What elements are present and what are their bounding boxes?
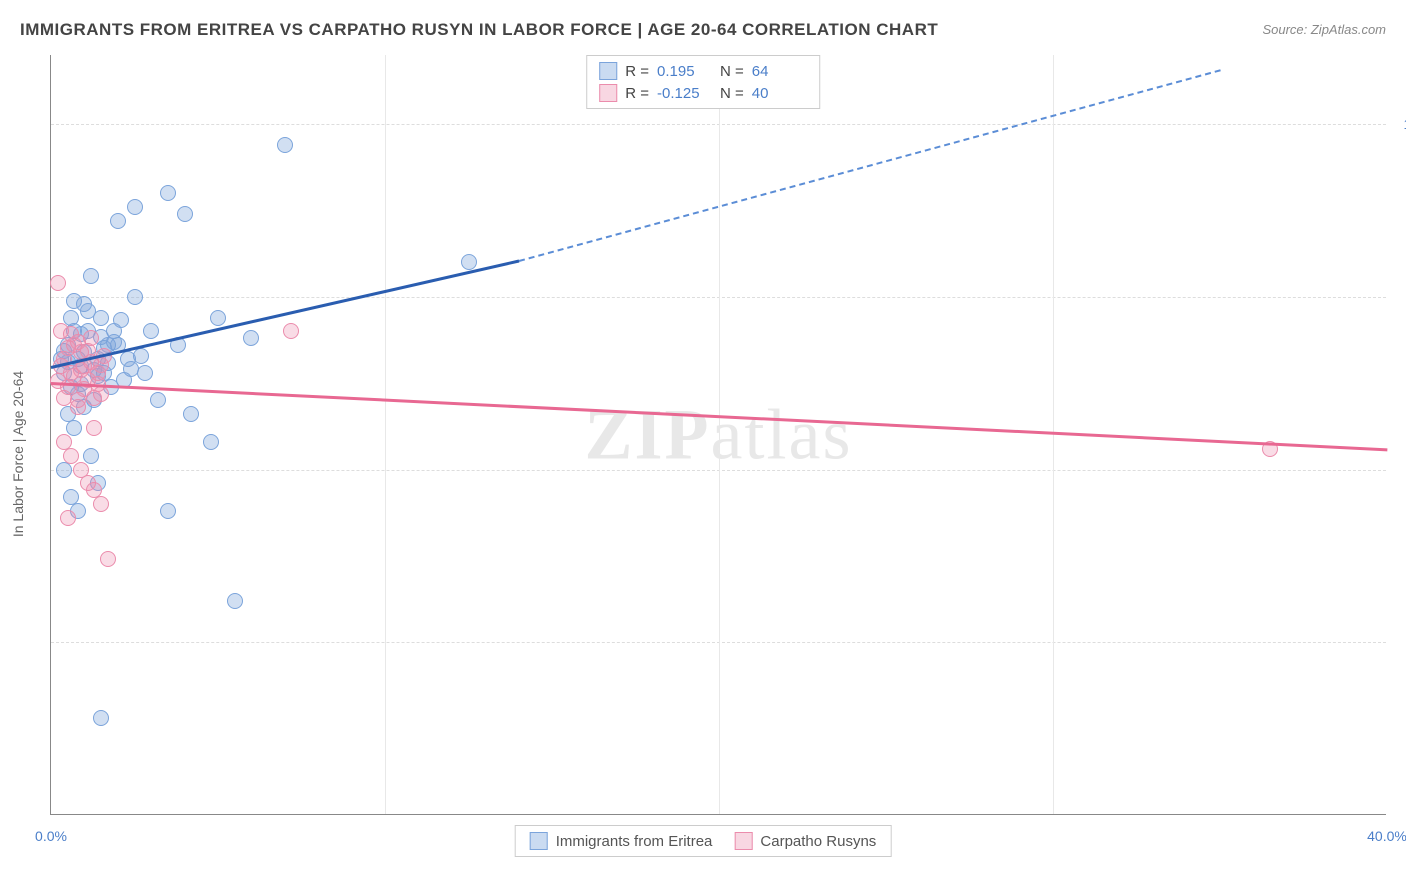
swatch-icon xyxy=(599,62,617,80)
data-point xyxy=(93,496,109,512)
series-legend: Immigrants from Eritrea Carpatho Rusyns xyxy=(515,825,892,857)
watermark-bold: ZIP xyxy=(585,394,711,474)
x-tick-label: 0.0% xyxy=(35,828,67,844)
data-point xyxy=(110,213,126,229)
gridline-v xyxy=(385,55,386,814)
data-point xyxy=(123,361,139,377)
r-value-2: -0.125 xyxy=(657,85,712,102)
data-point xyxy=(227,593,243,609)
plot-area: ZIPatlas 62.5%75.0%87.5%100.0%0.0%40.0% xyxy=(50,55,1386,815)
y-tick-label: 87.5% xyxy=(1396,289,1406,305)
legend-label-2: Carpatho Rusyns xyxy=(760,833,876,850)
swatch-icon xyxy=(734,832,752,850)
data-point xyxy=(461,254,477,270)
data-point xyxy=(283,323,299,339)
data-point xyxy=(70,399,86,415)
data-point xyxy=(160,185,176,201)
data-point xyxy=(50,275,66,291)
correlation-legend: R = 0.195 N = 64 R = -0.125 N = 40 xyxy=(586,55,820,109)
chart-title: IMMIGRANTS FROM ERITREA VS CARPATHO RUSY… xyxy=(20,20,938,40)
y-tick-label: 75.0% xyxy=(1396,462,1406,478)
data-point xyxy=(83,268,99,284)
data-point xyxy=(93,710,109,726)
data-point xyxy=(150,392,166,408)
data-point xyxy=(177,206,193,222)
n-label: N = xyxy=(720,63,744,80)
r-label: R = xyxy=(625,85,649,102)
data-point xyxy=(80,303,96,319)
r-value-1: 0.195 xyxy=(657,63,712,80)
swatch-icon xyxy=(599,84,617,102)
legend-item-2: Carpatho Rusyns xyxy=(734,832,876,850)
n-value-2: 40 xyxy=(752,85,807,102)
y-tick-label: 100.0% xyxy=(1396,116,1406,132)
data-point xyxy=(277,137,293,153)
data-point xyxy=(183,406,199,422)
source-attribution: Source: ZipAtlas.com xyxy=(1262,22,1386,37)
data-point xyxy=(160,503,176,519)
swatch-icon xyxy=(530,832,548,850)
data-point xyxy=(83,448,99,464)
data-point xyxy=(73,362,89,378)
n-value-1: 64 xyxy=(752,63,807,80)
legend-row-series2: R = -0.125 N = 40 xyxy=(599,82,807,104)
gridline-v xyxy=(719,55,720,814)
data-point xyxy=(243,330,259,346)
watermark-light: atlas xyxy=(711,394,853,474)
data-point xyxy=(113,312,129,328)
data-point xyxy=(63,310,79,326)
data-point xyxy=(66,420,82,436)
data-point xyxy=(56,462,72,478)
y-axis-label: In Labor Force | Age 20-64 xyxy=(10,371,26,537)
data-point xyxy=(127,199,143,215)
r-label: R = xyxy=(625,63,649,80)
legend-row-series1: R = 0.195 N = 64 xyxy=(599,60,807,82)
data-point xyxy=(86,420,102,436)
data-point xyxy=(86,390,102,406)
data-point xyxy=(210,310,226,326)
x-tick-label: 40.0% xyxy=(1367,828,1406,844)
data-point xyxy=(60,510,76,526)
n-label: N = xyxy=(720,85,744,102)
legend-item-1: Immigrants from Eritrea xyxy=(530,832,713,850)
data-point xyxy=(143,323,159,339)
data-point xyxy=(127,289,143,305)
y-tick-label: 62.5% xyxy=(1396,634,1406,650)
data-point xyxy=(203,434,219,450)
legend-label-1: Immigrants from Eritrea xyxy=(556,833,713,850)
data-point xyxy=(63,326,79,342)
data-point xyxy=(100,551,116,567)
